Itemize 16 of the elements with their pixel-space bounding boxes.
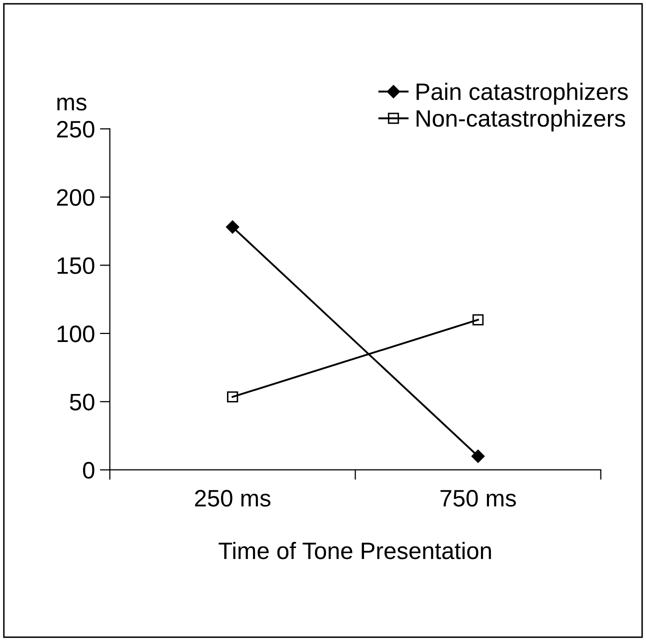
point xyxy=(471,450,485,463)
y-tick-label: 0 xyxy=(83,462,94,479)
x-axis-title: Time of Tone Presentation xyxy=(218,542,491,560)
point xyxy=(226,220,240,234)
x-tick-label: 750 ms xyxy=(440,490,516,507)
point xyxy=(472,314,484,326)
legend-label: Pain catastrophizers xyxy=(416,82,628,105)
y-tick-label: 200 xyxy=(57,189,94,206)
y-tick-label: 50 xyxy=(70,394,94,410)
x-tick-label: 250 ms xyxy=(195,490,270,507)
y-axis-title: ms xyxy=(57,98,86,111)
legend-label: Non-catastrophizers xyxy=(416,109,626,132)
y-tick-label: 100 xyxy=(58,326,94,342)
y-tick-label: 150 xyxy=(58,257,94,274)
y-tick-label: 250 xyxy=(57,120,94,138)
point xyxy=(227,391,238,402)
